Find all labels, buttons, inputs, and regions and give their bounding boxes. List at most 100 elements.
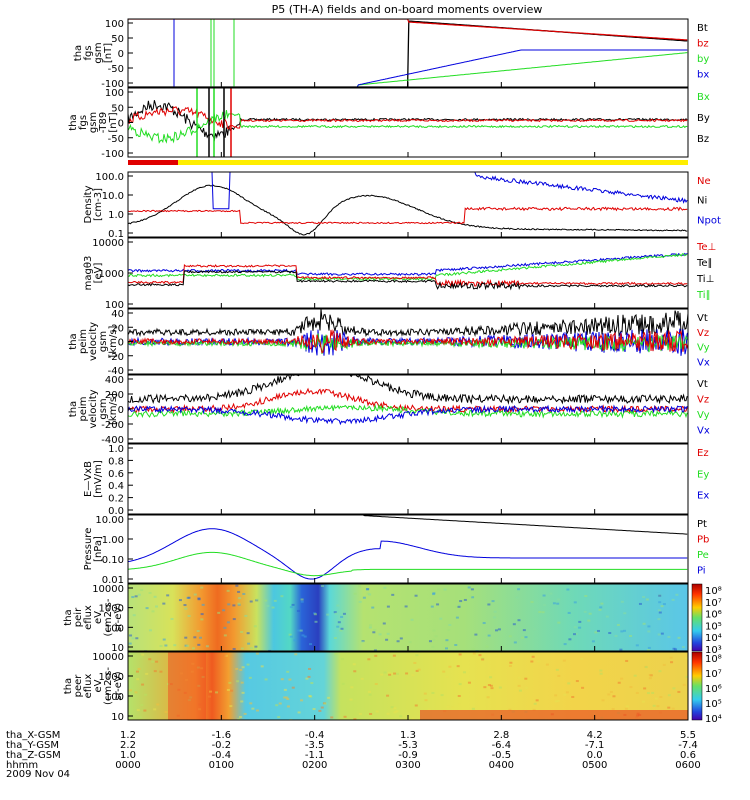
heatmap-speckle	[565, 691, 569, 694]
heatmap-speckle	[431, 691, 435, 694]
series-Bt	[128, 20, 688, 87]
heatmap-speckle	[620, 630, 624, 633]
y-axis-label: [nT]	[103, 43, 114, 63]
heatmap-speckle	[467, 681, 471, 684]
heatmap-speckle	[660, 605, 664, 608]
heatmap-speckle	[352, 663, 356, 666]
heatmap-speckle	[249, 600, 253, 603]
heatmap-speckle	[599, 606, 603, 609]
series-Npot	[128, 172, 688, 210]
heatmap-speckle	[166, 594, 170, 597]
ephemeris-row-label: tha_Y-GSM	[6, 740, 59, 751]
heatmap-speckle	[395, 672, 399, 675]
heatmap-speckle	[278, 702, 282, 705]
heatmap-speckle	[520, 636, 524, 639]
y-tick-label: 100	[105, 623, 124, 634]
heatmap-speckle	[153, 708, 157, 711]
heatmap-speckle	[268, 649, 272, 651]
legend-entry: by	[697, 54, 709, 65]
heatmap-speckle	[151, 610, 155, 613]
legend-entry: Vt	[697, 379, 708, 390]
heatmap-speckle	[336, 625, 340, 628]
y-axis-label: sr-eV)	[113, 603, 124, 632]
heatmap-speckle	[227, 603, 231, 606]
panel-plot-area	[128, 375, 688, 426]
y-tick-label: 0.8	[108, 456, 124, 467]
heatmap-speckle	[343, 715, 347, 718]
heatmap-speckle	[283, 688, 287, 691]
y-tick-label: 10000	[92, 238, 124, 249]
panel-fgs_dsl: 100 50 0 -50 -100 tha fgs gsm -T89 [nT] Bx By Bz	[68, 87, 710, 165]
heatmap-speckle	[471, 647, 475, 650]
heatmap-speckle	[578, 620, 582, 623]
heatmap-speckle	[641, 700, 645, 703]
heatmap-speckle	[614, 634, 618, 637]
heatmap-speckle	[625, 705, 629, 708]
heatmap-speckle	[358, 600, 362, 603]
y-tick-label: 100	[105, 88, 124, 99]
heatmap-speckle	[567, 611, 571, 614]
heatmap-speckle	[472, 652, 476, 655]
heatmap-speckle	[164, 644, 168, 647]
y-tick-label: 0.10	[102, 555, 124, 566]
heatmap-speckle	[434, 635, 438, 638]
heatmap-speckle	[391, 593, 395, 596]
heatmap-speckle	[254, 645, 258, 648]
heatmap-speckle	[651, 691, 655, 694]
heatmap-speckle	[623, 612, 627, 615]
heatmap-speckle	[137, 593, 141, 596]
ephemeris-value: -0.5	[492, 750, 512, 761]
heatmap-speckle	[373, 649, 377, 651]
heatmap-speckle	[193, 636, 197, 639]
heatmap-speckle	[318, 709, 322, 712]
heatmap-speckle	[522, 629, 526, 632]
heatmap-speckle	[241, 666, 245, 669]
heatmap-speckle	[557, 598, 561, 601]
y-axis-label: sr-eV)	[113, 671, 124, 700]
y-tick-label: -100	[101, 79, 124, 90]
heatmap-speckle	[517, 588, 521, 591]
heatmap-speckle	[424, 699, 428, 702]
heatmap-speckle	[371, 606, 375, 609]
heatmap-speckle	[578, 626, 582, 629]
heatmap-speckle	[533, 702, 537, 705]
heatmap-speckle	[469, 654, 473, 657]
y-axis-label: gsm	[93, 42, 104, 63]
heatmap-speckle	[677, 690, 681, 693]
heatmap-speckle	[382, 622, 386, 625]
heatmap-speckle	[235, 584, 239, 587]
heatmap-speckle	[353, 670, 357, 673]
heatmap-speckle	[320, 585, 324, 588]
heatmap-speckle	[386, 605, 390, 608]
heatmap-speckle	[240, 631, 244, 634]
ephemeris-value: -0.2	[212, 740, 232, 751]
heatmap-speckle	[238, 597, 242, 600]
heatmap-speckle	[361, 640, 365, 643]
heatmap-speckle	[383, 586, 387, 589]
y-tick-label: -200	[101, 420, 124, 431]
heatmap-speckle	[153, 595, 157, 598]
heatmap-speckle	[588, 612, 592, 615]
heatmap-speckle	[685, 675, 688, 678]
heatmap-speckle	[247, 642, 251, 645]
heatmap-speckle	[392, 654, 396, 657]
ephemeris-value: -1.1	[305, 750, 325, 761]
y-axis-label: [cm-3]	[93, 188, 104, 221]
heatmap-speckle	[638, 602, 642, 605]
heatmap-speckle	[573, 633, 577, 636]
heatmap-speckle	[659, 696, 663, 699]
heatmap-speckle	[350, 686, 354, 689]
heatmap-speckle	[390, 706, 394, 709]
series-Pe	[128, 551, 688, 577]
heatmap-speckle	[518, 689, 522, 692]
heatmap-speckle	[162, 602, 166, 605]
heatmap-speckle	[240, 681, 244, 684]
heatmap-speckle	[555, 668, 559, 671]
heatmap-speckle	[458, 683, 462, 686]
heatmap-speckle	[241, 691, 245, 694]
heatmap-speckle	[430, 605, 434, 608]
heatmap-speckle	[442, 670, 446, 673]
heatmap-speckle	[413, 661, 417, 664]
heatmap-speckle	[598, 608, 602, 611]
